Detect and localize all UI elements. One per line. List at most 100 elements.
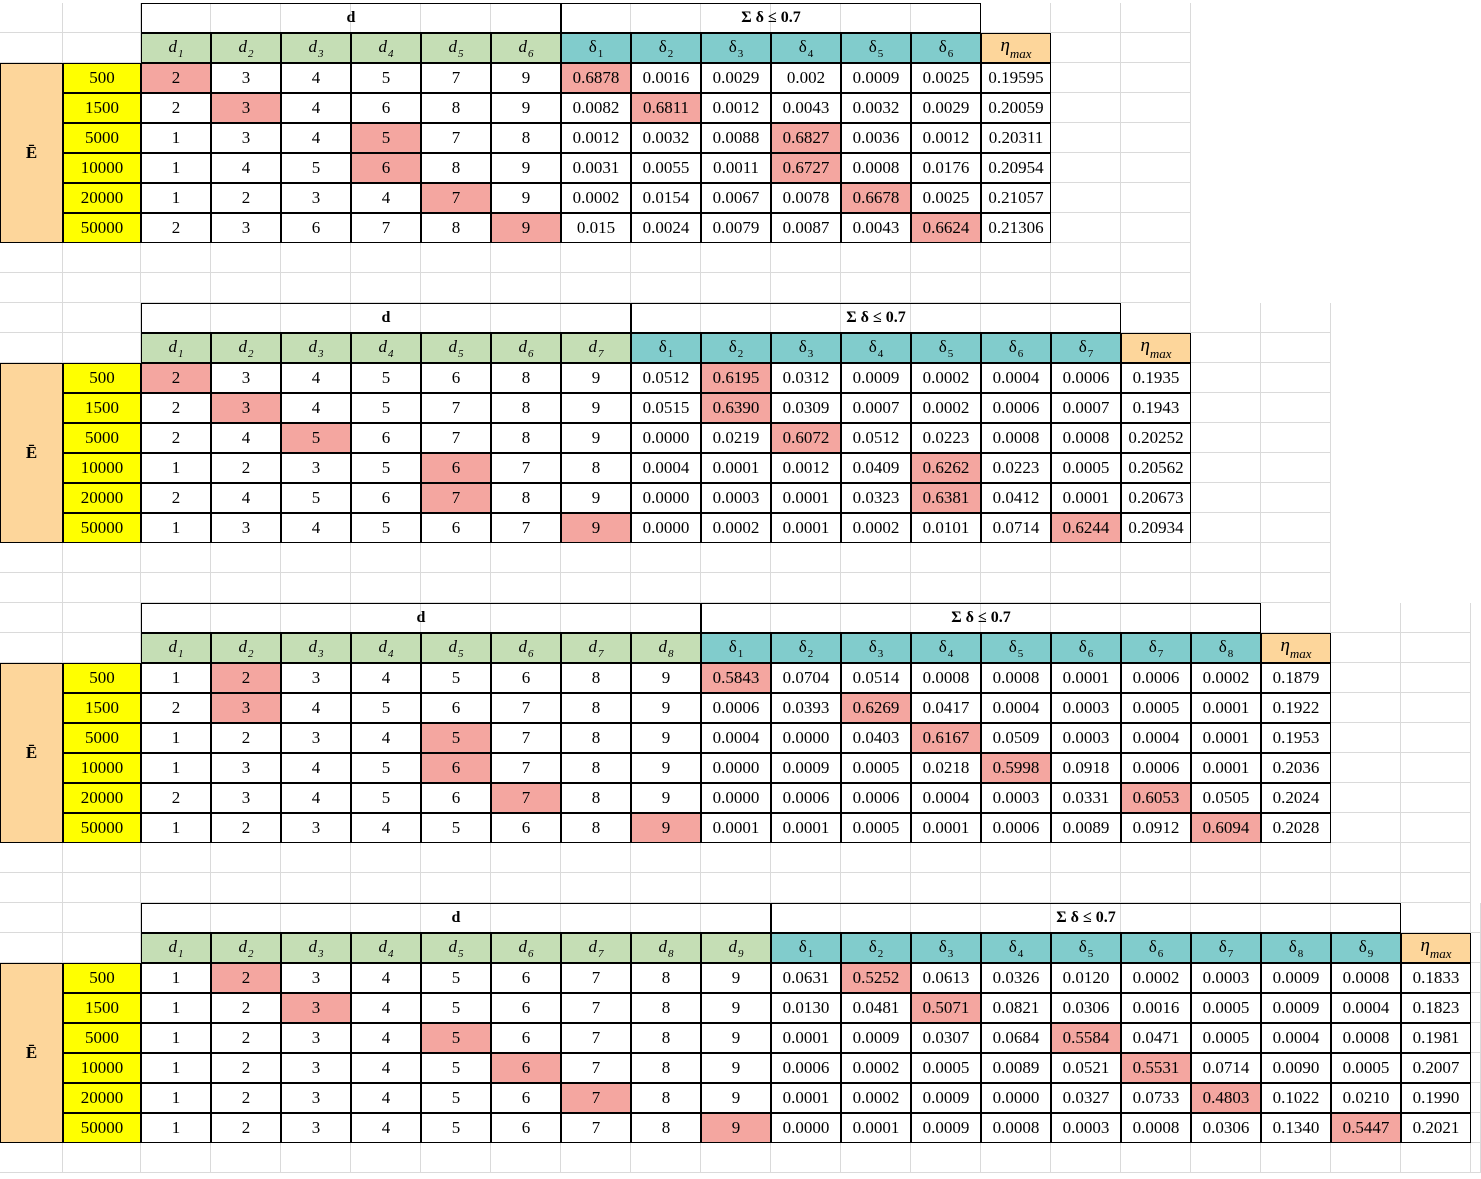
d-value-cell[interactable]: 9: [491, 183, 561, 213]
d-value-cell[interactable]: 3: [281, 963, 351, 993]
d-value-cell[interactable]: 8: [421, 153, 491, 183]
grid-cell[interactable]: [1261, 543, 1331, 573]
grid-cell[interactable]: [1051, 213, 1121, 243]
grid-cell[interactable]: [351, 573, 421, 603]
d-value-cell[interactable]: 9: [631, 783, 701, 813]
d-column-header[interactable]: d4: [351, 333, 421, 363]
grid-cell[interactable]: [0, 33, 63, 63]
delta-value-cell[interactable]: 0.0003: [1051, 723, 1121, 753]
eta-max-value[interactable]: 0.20954: [981, 153, 1051, 183]
d-value-cell[interactable]: 5: [281, 483, 351, 513]
eta-max-header[interactable]: ηmax: [1261, 633, 1331, 663]
delta-value-cell[interactable]: 0.0714: [1191, 1053, 1261, 1083]
d-value-cell[interactable]: 7: [421, 183, 491, 213]
grid-cell[interactable]: [1261, 483, 1331, 513]
grid-cell[interactable]: [1191, 573, 1261, 603]
grid-cell[interactable]: [1121, 93, 1191, 123]
d-value-cell[interactable]: 9: [631, 813, 701, 843]
grid-cell[interactable]: [281, 273, 351, 303]
delta-value-cell[interactable]: 0.0002: [911, 393, 981, 423]
grid-cell[interactable]: [911, 573, 981, 603]
grid-cell[interactable]: [1051, 93, 1121, 123]
delta-value-cell[interactable]: 0.0001: [771, 1023, 841, 1053]
delta-value-cell[interactable]: 0.0309: [771, 393, 841, 423]
delta-value-cell[interactable]: 0.0130: [771, 993, 841, 1023]
grid-cell[interactable]: [1051, 843, 1121, 873]
d-value-cell[interactable]: 1: [141, 1023, 211, 1053]
d-column-header[interactable]: d6: [491, 333, 561, 363]
d-value-cell[interactable]: 8: [631, 1113, 701, 1143]
grid-cell[interactable]: [63, 633, 141, 663]
eta-max-value[interactable]: 0.1943: [1121, 393, 1191, 423]
delta-value-cell[interactable]: 0.0684: [981, 1023, 1051, 1053]
grid-cell[interactable]: [1051, 3, 1121, 33]
energy-value[interactable]: 20000: [63, 183, 141, 213]
eta-max-value[interactable]: 0.20562: [1121, 453, 1191, 483]
grid-cell[interactable]: [1121, 243, 1191, 273]
grid-cell[interactable]: [1121, 123, 1191, 153]
d-value-cell[interactable]: 1: [141, 723, 211, 753]
eta-max-value[interactable]: 0.20252: [1121, 423, 1191, 453]
delta-value-cell[interactable]: 0.0409: [841, 453, 911, 483]
grid-cell[interactable]: [911, 873, 981, 903]
grid-cell[interactable]: [911, 543, 981, 573]
delta-value-cell[interactable]: 0.6072: [771, 423, 841, 453]
delta-value-cell[interactable]: 0.6878: [561, 63, 631, 93]
grid-cell[interactable]: [771, 573, 841, 603]
delta-value-cell[interactable]: 0.0008: [981, 1113, 1051, 1143]
grid-cell[interactable]: [701, 573, 771, 603]
grid-cell[interactable]: [1191, 483, 1261, 513]
delta-value-cell[interactable]: 0.5843: [701, 663, 771, 693]
delta-value-cell[interactable]: 0.6390: [701, 393, 771, 423]
grid-cell[interactable]: [701, 843, 771, 873]
d-value-cell[interactable]: 3: [281, 663, 351, 693]
d-value-cell[interactable]: 2: [211, 1113, 281, 1143]
delta-value-cell[interactable]: 0.0001: [771, 1083, 841, 1113]
delta-value-cell[interactable]: 0.5252: [841, 963, 911, 993]
delta-value-cell[interactable]: 0.0481: [841, 993, 911, 1023]
delta-value-cell[interactable]: 0.6167: [911, 723, 981, 753]
grid-cell[interactable]: [981, 243, 1051, 273]
grid-cell[interactable]: [1051, 63, 1121, 93]
d-value-cell[interactable]: 6: [491, 1023, 561, 1053]
d-value-cell[interactable]: 7: [561, 1053, 631, 1083]
grid-cell[interactable]: [1401, 693, 1471, 723]
grid-cell[interactable]: [63, 273, 141, 303]
delta-value-cell[interactable]: 0.0821: [981, 993, 1051, 1023]
delta-value-cell[interactable]: 0.0001: [701, 813, 771, 843]
grid-cell[interactable]: [771, 1143, 841, 1173]
grid-cell[interactable]: [911, 843, 981, 873]
delta-value-cell[interactable]: 0.0001: [1191, 723, 1261, 753]
delta-column-header[interactable]: δ1: [701, 633, 771, 663]
d-value-cell[interactable]: 5: [421, 1023, 491, 1053]
grid-cell[interactable]: [631, 873, 701, 903]
grid-cell[interactable]: [841, 273, 911, 303]
d-column-header[interactable]: d2: [211, 933, 281, 963]
grid-cell[interactable]: [771, 543, 841, 573]
delta-value-cell[interactable]: 0.0002: [701, 513, 771, 543]
delta-value-cell[interactable]: 0.0471: [1121, 1023, 1191, 1053]
grid-cell[interactable]: [1471, 903, 1481, 933]
grid-cell[interactable]: [491, 873, 561, 903]
eta-max-header[interactable]: ηmax: [1121, 333, 1191, 363]
d-value-cell[interactable]: 9: [701, 1113, 771, 1143]
d-value-cell[interactable]: 8: [631, 1023, 701, 1053]
eta-max-value[interactable]: 0.21057: [981, 183, 1051, 213]
grid-cell[interactable]: [63, 843, 141, 873]
grid-cell[interactable]: [1121, 1143, 1191, 1173]
delta-column-header[interactable]: δ1: [771, 933, 841, 963]
d-value-cell[interactable]: 5: [351, 393, 421, 423]
d-value-cell[interactable]: 3: [211, 783, 281, 813]
d-value-cell[interactable]: 8: [491, 123, 561, 153]
delta-value-cell[interactable]: 0.0005: [1051, 453, 1121, 483]
grid-cell[interactable]: [1121, 3, 1191, 33]
d-column-header[interactable]: d1: [141, 333, 211, 363]
delta-column-header[interactable]: δ9: [1331, 933, 1401, 963]
d-value-cell[interactable]: 4: [281, 783, 351, 813]
d-value-cell[interactable]: 2: [141, 63, 211, 93]
delta-value-cell[interactable]: 0.0009: [1261, 993, 1331, 1023]
grid-cell[interactable]: [1331, 603, 1401, 633]
grid-cell[interactable]: [63, 543, 141, 573]
grid-cell[interactable]: [1331, 813, 1401, 843]
energy-value[interactable]: 50000: [63, 213, 141, 243]
